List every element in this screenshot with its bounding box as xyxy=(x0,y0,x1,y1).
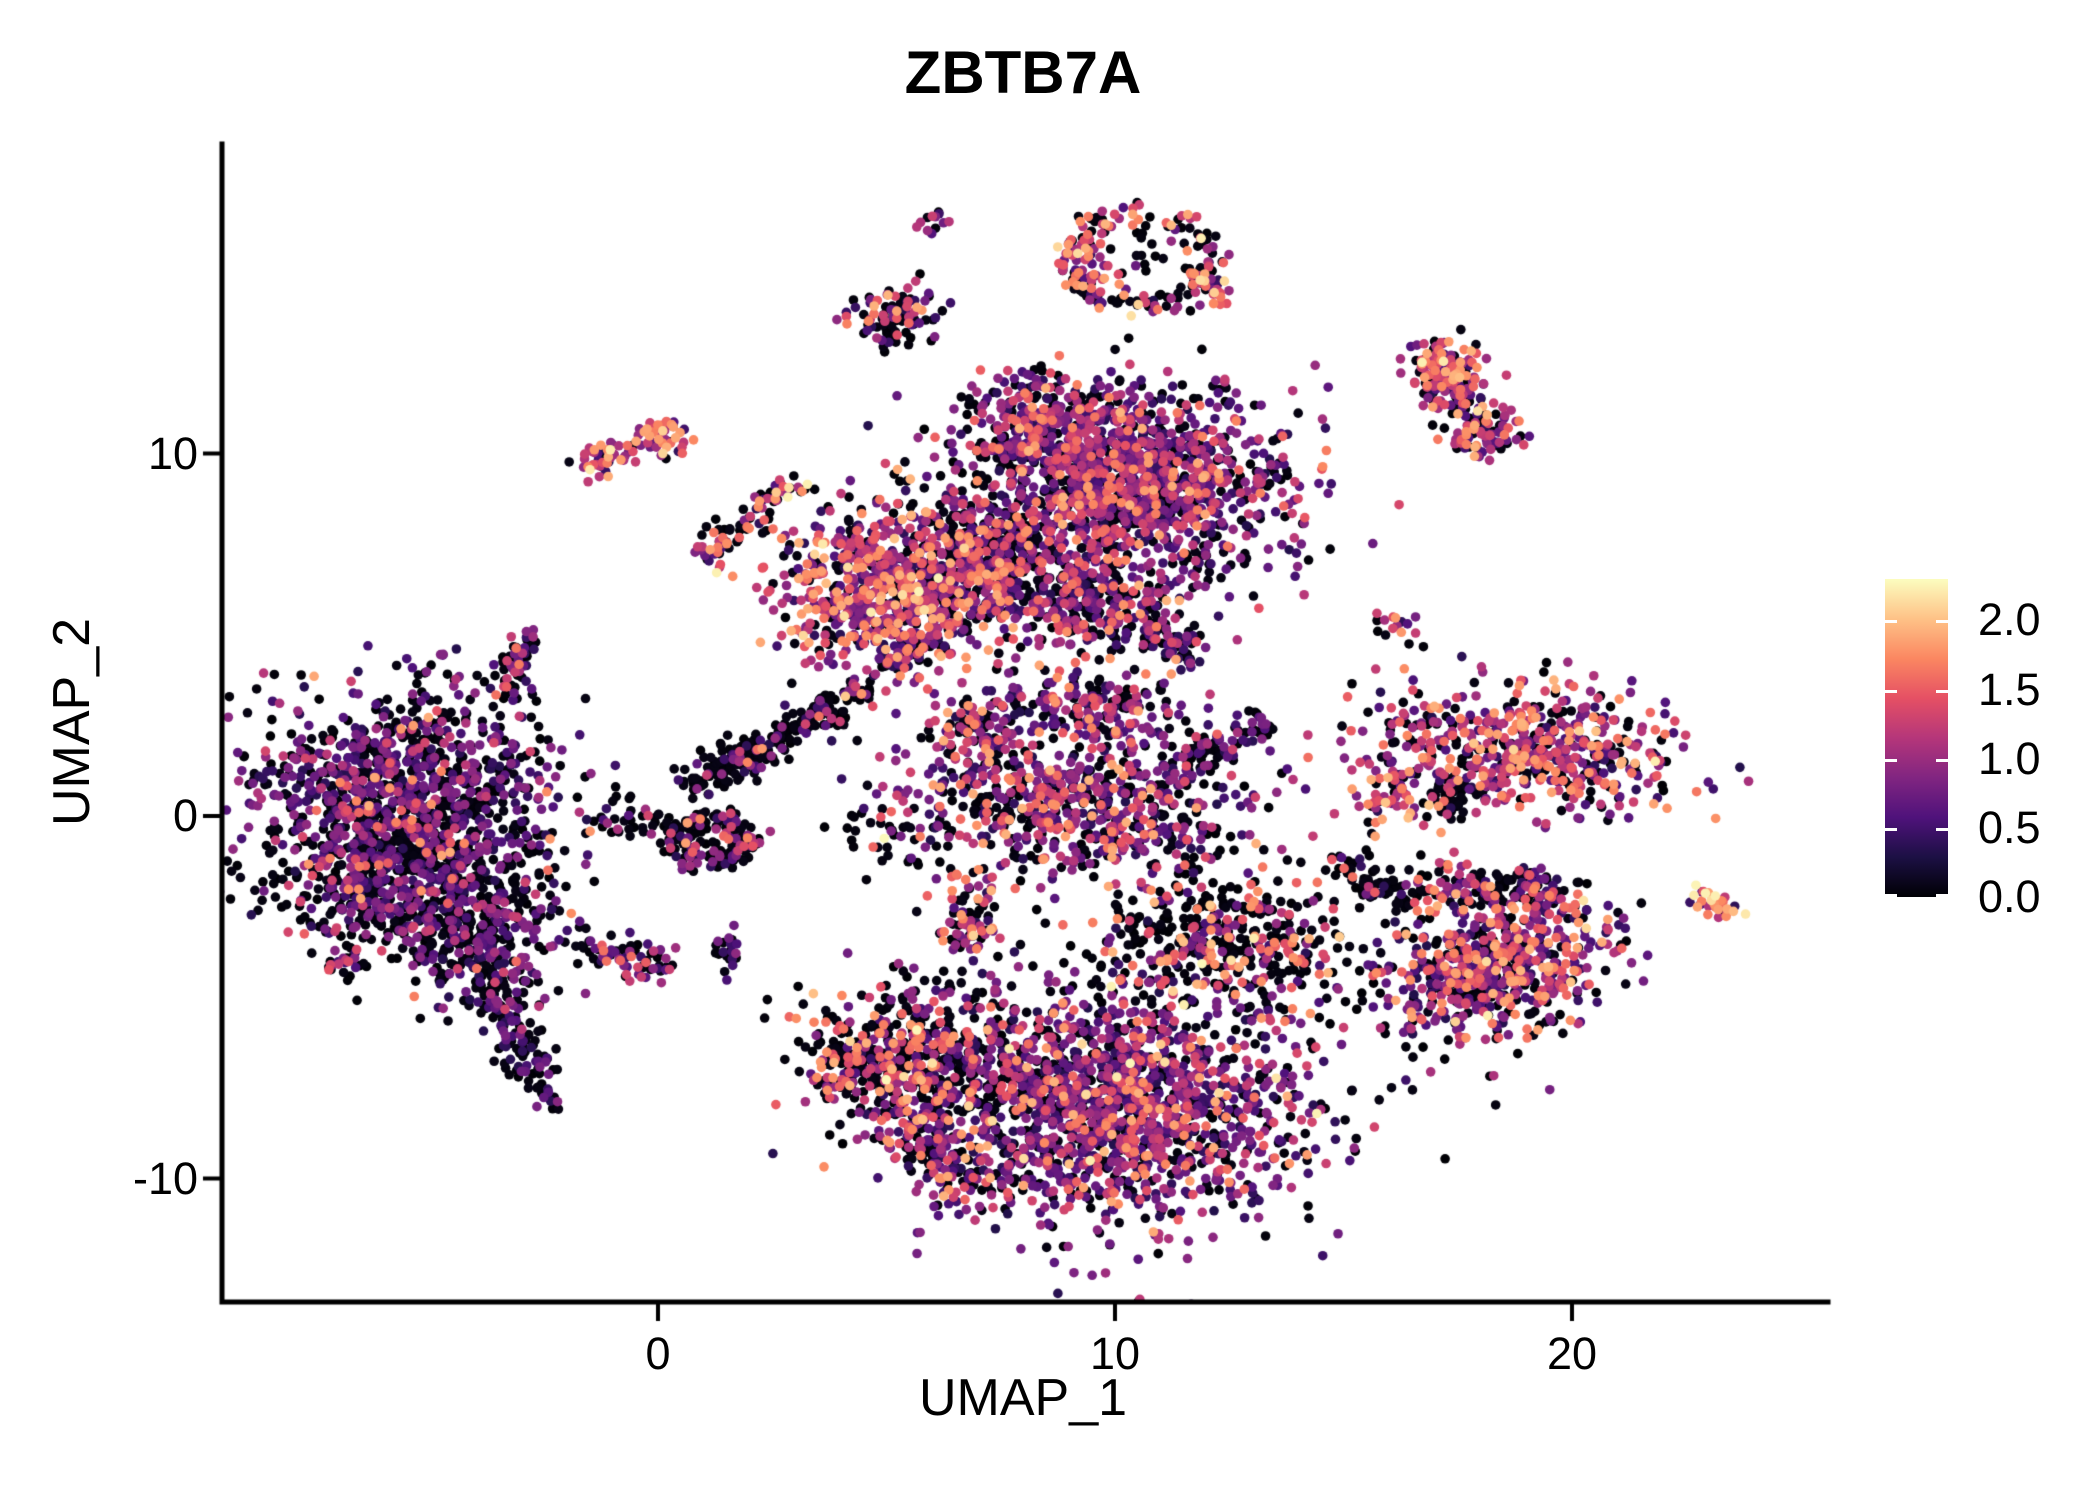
y-tick-label: 0 xyxy=(172,790,198,841)
plot-title: ZBTB7A xyxy=(904,39,1142,106)
y-tick-label: 10 xyxy=(147,427,198,479)
legend-tick-mark xyxy=(1936,827,1948,831)
legend-tick-mark xyxy=(1885,620,1897,624)
x-axis-label: UMAP_1 xyxy=(918,1369,1128,1427)
y-tick-label: -10 xyxy=(132,1152,198,1204)
legend-tick-mark xyxy=(1885,894,1897,897)
legend-tick-label: 2.0 xyxy=(1978,594,2041,646)
legend-tick-mark xyxy=(1885,689,1897,693)
legend-gradient-bar xyxy=(1885,579,1948,897)
legend-tick-label: 0.0 xyxy=(1978,871,2041,922)
legend-tick-mark xyxy=(1936,894,1948,897)
legend-tick-label: 0.5 xyxy=(1978,801,2041,853)
x-tick-label: 10 xyxy=(1089,1328,1141,1379)
legend-tick-mark xyxy=(1885,758,1897,762)
legend-tick-mark xyxy=(1936,758,1948,762)
legend-tick-label: 1.5 xyxy=(1978,663,2041,715)
legend-tick-mark xyxy=(1936,689,1948,693)
x-tick-label: 0 xyxy=(645,1328,671,1379)
x-tick-label: 20 xyxy=(1546,1328,1598,1379)
legend-tick-mark xyxy=(1885,827,1897,831)
legend-tick-label: 1.0 xyxy=(1978,732,2041,784)
legend-tick-mark xyxy=(1936,620,1948,624)
